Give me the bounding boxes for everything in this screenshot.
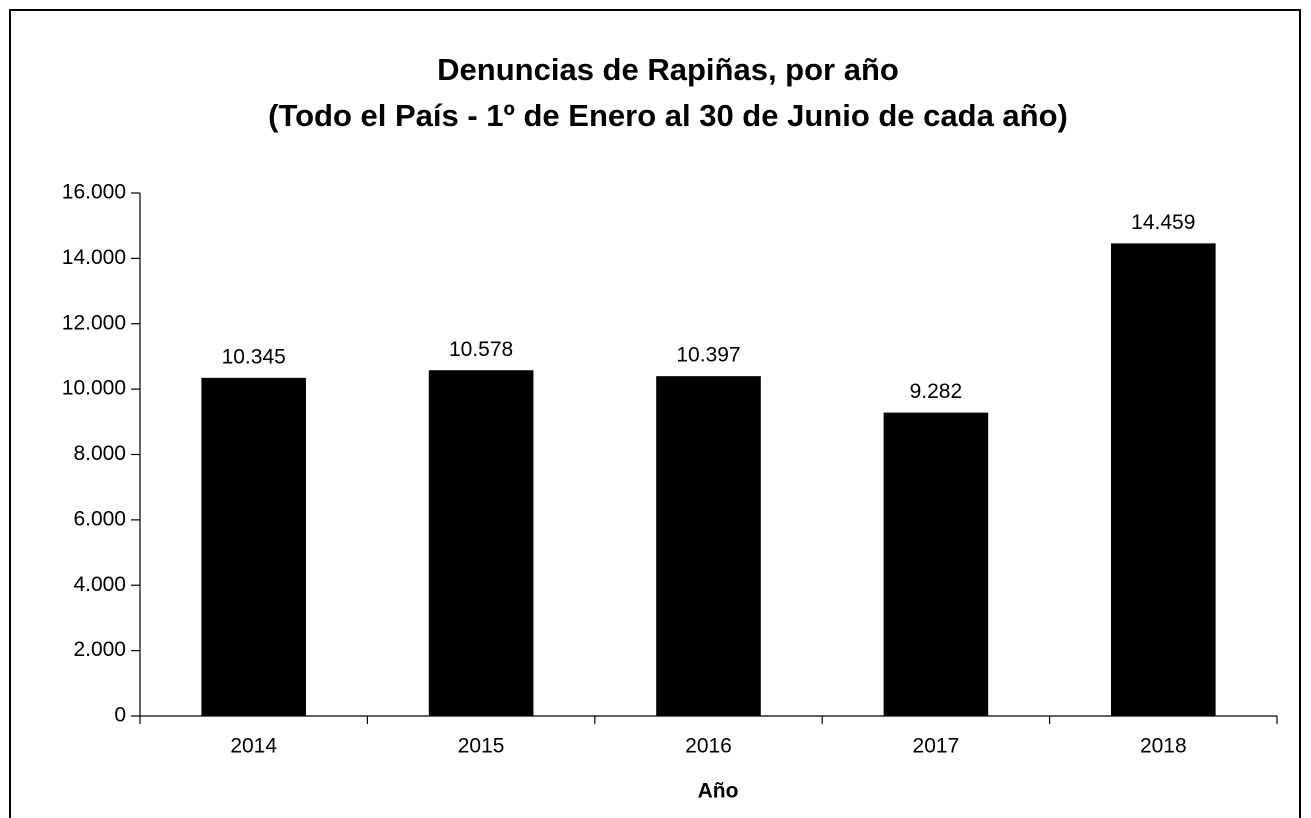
bar — [883, 412, 989, 716]
y-tick-label: 0 — [114, 704, 126, 727]
frame — [9, 9, 1301, 818]
y-tick-label: 8.000 — [73, 442, 126, 465]
x-tick-label: 2014 — [230, 735, 277, 758]
bar — [201, 377, 307, 716]
y-tick-label: 2.000 — [73, 638, 126, 661]
y-tick-label: 12.000 — [62, 311, 126, 334]
value-label: 14.459 — [1131, 211, 1195, 234]
y-tick-label: 10.000 — [62, 377, 126, 400]
value-label: 10.345 — [222, 345, 286, 368]
x-tick-label: 2018 — [1140, 735, 1187, 758]
chart-title: Denuncias de Rapiñas, por año — [437, 52, 899, 87]
value-label: 10.397 — [676, 344, 740, 367]
bar — [428, 370, 534, 716]
bar — [1110, 243, 1216, 716]
y-tick-label: 14.000 — [62, 246, 126, 269]
x-axis-label: Año — [698, 780, 739, 803]
value-label: 10.578 — [449, 338, 513, 361]
bar — [656, 376, 761, 716]
y-tick-label: 16.000 — [62, 181, 126, 204]
chart-subtitle: (Todo el País - 1º de Enero al 30 de Jun… — [268, 98, 1068, 133]
x-tick-label: 2016 — [685, 735, 732, 758]
value-label: 9.282 — [910, 380, 963, 403]
y-tick-label: 6.000 — [73, 507, 126, 530]
x-tick-label: 2017 — [913, 735, 960, 758]
y-tick-label: 4.000 — [73, 573, 126, 596]
x-tick-label: 2015 — [458, 735, 505, 758]
